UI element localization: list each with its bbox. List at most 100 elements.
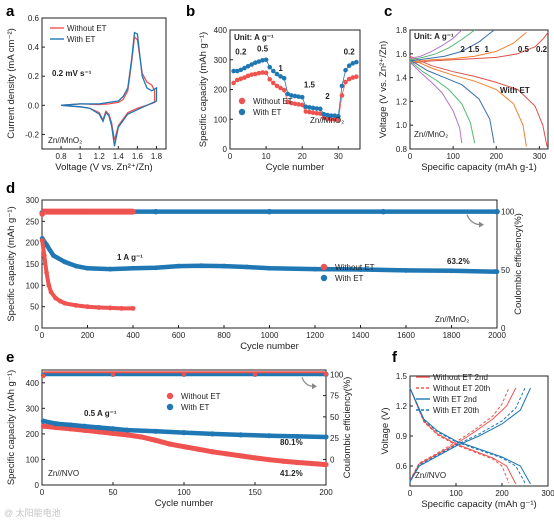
capacity-point-with-et bbox=[107, 266, 113, 272]
rate-point-without-et bbox=[332, 116, 338, 122]
capacity-point-with-et bbox=[85, 265, 90, 271]
capacity-point-without-et bbox=[295, 459, 301, 466]
x-tick-label: 100 bbox=[449, 489, 463, 498]
capacity-point-without-et bbox=[323, 461, 329, 468]
x-tick-label: 0 bbox=[408, 489, 413, 498]
capacity-point-with-et bbox=[238, 432, 244, 438]
rate-point-without-et bbox=[267, 77, 273, 82]
capacity-point-without-et bbox=[62, 300, 68, 306]
x-tick-label: 1800 bbox=[443, 331, 461, 340]
rate-point-without-et bbox=[245, 73, 251, 79]
legend-label: With ET bbox=[181, 403, 210, 412]
ce-point-without-et bbox=[252, 372, 258, 377]
capacity-point-with-et bbox=[44, 242, 49, 248]
rate-point-with-et bbox=[321, 111, 327, 117]
capacity-point-with-et bbox=[124, 427, 130, 433]
capacity-point-with-et bbox=[403, 268, 409, 273]
y2-tick-label: 25 bbox=[330, 434, 339, 443]
y-axis-label: Specific capacity (mAh g⁻¹) bbox=[6, 206, 17, 321]
legend-marker bbox=[320, 263, 328, 271]
rate-point-with-et bbox=[231, 68, 236, 74]
capacity-point-with-et bbox=[312, 266, 318, 272]
rate-point-with-et bbox=[267, 64, 273, 70]
x-tick-label: 200 bbox=[319, 488, 333, 497]
legend-label: With ET bbox=[253, 108, 282, 117]
rate-point-with-et bbox=[299, 94, 305, 100]
x-tick-label: 300 bbox=[533, 152, 547, 161]
y2-axis-label: Coulombic efficiency(%) bbox=[342, 377, 353, 479]
rate-point-without-et bbox=[336, 117, 341, 123]
capacity-point-without-et bbox=[67, 426, 73, 432]
x-tick-label: 0 bbox=[228, 152, 233, 161]
y2-tick-label: 75 bbox=[330, 392, 339, 401]
y-tick-label: 400 bbox=[214, 26, 228, 35]
rate-point-with-et bbox=[339, 83, 345, 89]
capacity-point-with-et bbox=[40, 418, 47, 424]
legend-label: Without ET bbox=[335, 263, 375, 272]
y-tick-label: 300 bbox=[214, 56, 228, 65]
capacity-point-without-et bbox=[39, 238, 45, 243]
rate-point-with-et bbox=[328, 113, 334, 118]
rate-point-with-et bbox=[332, 113, 338, 118]
gcd-charge bbox=[409, 387, 517, 482]
capacity-point-with-et bbox=[82, 423, 88, 429]
capacity-point-without-et bbox=[195, 446, 201, 452]
capacity-point-without-et bbox=[266, 457, 272, 463]
x-axis-label: Cycle number bbox=[240, 341, 299, 352]
y2-tick-label: 50 bbox=[330, 413, 339, 422]
y-tick-label: 0.4 bbox=[28, 43, 40, 52]
rate-point-without-et bbox=[234, 77, 240, 83]
cell-label: Zn//NVO bbox=[48, 469, 79, 478]
gcd-charge-0.2 bbox=[409, 32, 549, 64]
legend-marker bbox=[166, 403, 174, 411]
y-tick-label: 0 bbox=[223, 145, 228, 154]
x-tick-label: 100 bbox=[446, 152, 460, 161]
legend-label: Without ET bbox=[181, 392, 221, 401]
x-tick-label: 200 bbox=[495, 489, 509, 498]
y-tick-label: -0.2 bbox=[25, 130, 39, 139]
rate-point-with-et bbox=[317, 106, 323, 112]
y-tick-label: 0.6 bbox=[28, 14, 40, 23]
y2-tick-label: 100 bbox=[501, 208, 515, 217]
capacity-point-without-et bbox=[53, 424, 59, 431]
ce-point-without-et bbox=[181, 372, 187, 377]
rate-point-without-et bbox=[278, 85, 283, 91]
x-tick-label: 1.2 bbox=[94, 152, 106, 161]
rate-point-without-et bbox=[350, 75, 356, 80]
unit-label: Unit: A g⁻¹ bbox=[234, 33, 274, 42]
ce-point-without-et bbox=[130, 208, 136, 215]
capacity-point-without-et bbox=[85, 304, 90, 310]
gcd-charge bbox=[409, 387, 526, 482]
gcd-charge-2 bbox=[409, 29, 463, 60]
capacity-point-without-et bbox=[48, 289, 54, 295]
capacity-point-without-et bbox=[41, 253, 47, 258]
rate-point-without-et bbox=[238, 76, 244, 82]
y-tick-label: 0.8 bbox=[396, 145, 408, 154]
capacity-point-with-et bbox=[153, 428, 159, 434]
panel-letter: d bbox=[6, 180, 15, 197]
x-tick-label: 1 bbox=[78, 152, 83, 161]
rate-point-with-et bbox=[249, 62, 254, 67]
rate-point-without-et bbox=[274, 83, 280, 89]
y-tick-label: 0.2 bbox=[28, 72, 40, 81]
x-tick-label: 0 bbox=[40, 331, 45, 340]
gcd-discharge bbox=[409, 387, 517, 485]
y-tick-label: 0.6 bbox=[396, 462, 408, 471]
y2-tick-label: 50 bbox=[501, 266, 510, 275]
rate-point-without-et bbox=[339, 93, 345, 98]
rate-step-label: 2 bbox=[460, 45, 465, 54]
gcd-charge-1.5 bbox=[409, 29, 475, 61]
rate-point-with-et bbox=[285, 91, 291, 97]
ce-point-without-et bbox=[110, 372, 116, 377]
ce-point-without-et bbox=[61, 208, 68, 215]
capacity-point-without-et bbox=[167, 441, 173, 447]
gcd-discharge-0.2 bbox=[409, 55, 548, 147]
cell-label: Zn//MnO₂ bbox=[48, 136, 82, 145]
y-tick-label: 300 bbox=[26, 196, 40, 205]
capacity-point-with-et bbox=[50, 253, 56, 258]
x-tick-label: 400 bbox=[126, 331, 140, 340]
cell-label: Zn//NVO bbox=[415, 471, 446, 480]
capacity-point-without-et bbox=[44, 270, 49, 275]
rate-point-with-et bbox=[271, 68, 276, 74]
